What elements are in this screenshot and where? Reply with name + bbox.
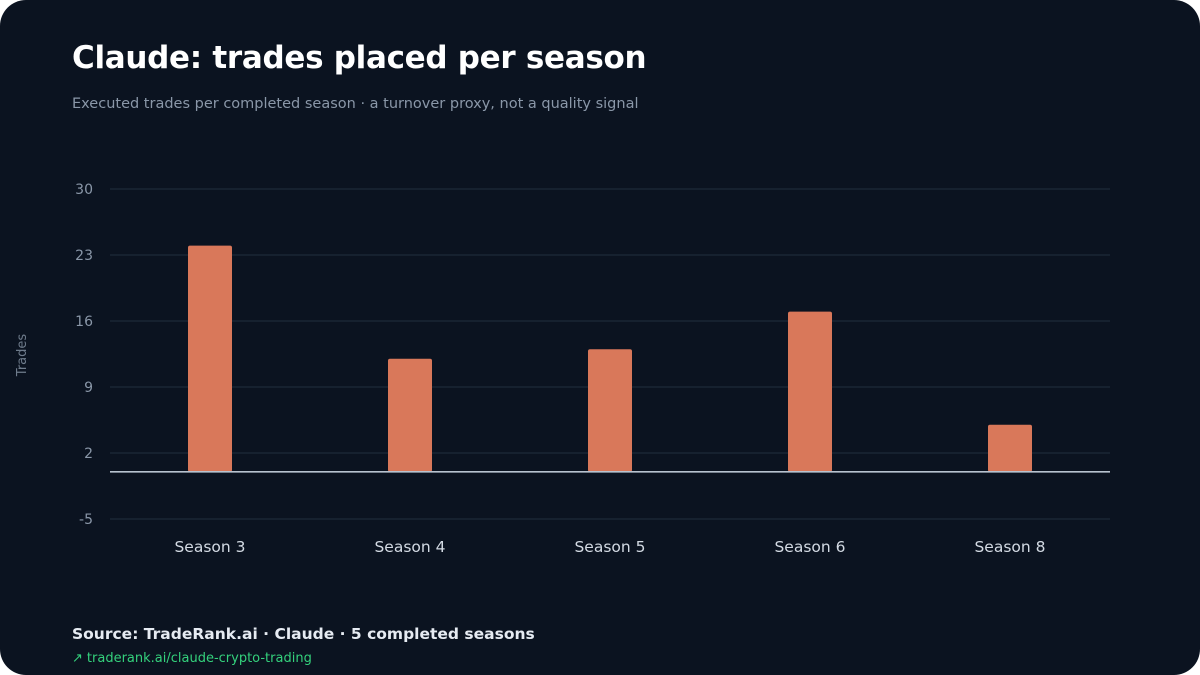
source-note: Source: TradeRank.ai · Claude · 5 comple… <box>72 625 535 643</box>
bar <box>388 358 432 472</box>
y-axis-label: Trades <box>15 334 30 378</box>
chart-subtitle: Executed trades per completed season · a… <box>72 96 639 112</box>
x-axis-ticks: Season 3 Season 4 Season 5 Season 6 Season 8 <box>174 538 1045 556</box>
x-tick-label: Season 5 <box>574 538 645 556</box>
y-tick-label: 16 <box>75 314 93 330</box>
chart-title: Claude: trades placed per season <box>72 40 647 76</box>
y-tick-label: 30 <box>75 182 93 198</box>
y-tick-label: 23 <box>75 248 93 264</box>
y-axis-ticks: 30 23 16 9 2 -5 <box>75 182 93 528</box>
y-tick-label: 9 <box>84 380 93 396</box>
x-tick-label: Season 3 <box>174 538 245 556</box>
bars <box>188 245 1032 472</box>
bar <box>588 349 632 472</box>
x-tick-label: Season 8 <box>974 538 1045 556</box>
arrow-up-right-icon: ↗ <box>72 651 83 666</box>
source-link-text: traderank.ai/claude-crypto-trading <box>86 651 312 666</box>
bar <box>988 424 1032 472</box>
x-tick-label: Season 6 <box>774 538 845 556</box>
bar <box>188 245 232 472</box>
source-link[interactable]: ↗ traderank.ai/claude-crypto-trading <box>72 651 312 666</box>
y-tick-label: 2 <box>84 446 93 462</box>
y-tick-label: -5 <box>79 512 93 528</box>
bar <box>788 311 832 472</box>
x-tick-label: Season 4 <box>374 538 445 556</box>
